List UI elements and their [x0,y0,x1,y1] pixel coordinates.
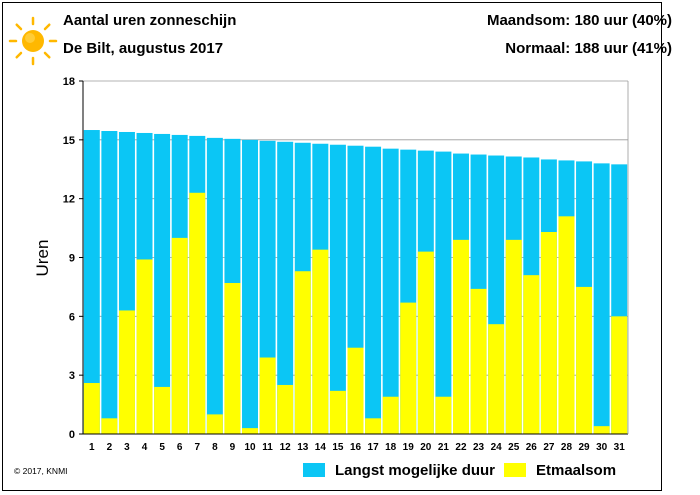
bar-daily-sum [259,357,276,434]
chart-title: Aantal uren zonneschijn [63,12,237,29]
x-tick-label: 19 [403,442,415,453]
bar-daily-sum [154,386,171,434]
bar-max-duration [83,130,100,434]
x-tick-label: 25 [508,442,520,453]
bar-max-duration [242,139,259,435]
normal-value: Normaal: 188 uur (41%) [505,40,672,57]
bar-daily-sum [523,275,540,434]
bar-daily-sum [470,288,487,434]
x-tick-label: 20 [420,442,432,453]
bar-daily-sum [400,302,417,434]
bar-daily-sum [540,232,557,434]
y-tick-label: 3 [69,370,75,382]
bar-daily-sum [277,384,294,434]
bar-daily-sum [312,249,329,434]
bar-daily-sum [206,414,223,434]
bar-max-duration [593,163,610,434]
x-tick-label: 9 [230,442,236,453]
bar-daily-sum [294,271,311,434]
x-tick-label: 13 [297,442,309,453]
bar-max-duration [435,151,452,434]
bar-daily-sum [101,418,118,434]
x-tick-label: 5 [159,442,165,453]
x-tick-label: 30 [596,442,608,453]
bar-max-duration [329,144,346,434]
legend-item-sum: Etmaalsom [504,462,616,479]
bar-daily-sum [488,324,505,434]
x-tick-label: 10 [244,442,256,453]
y-tick-label: 0 [69,429,75,441]
x-tick-label: 27 [543,442,555,453]
bar-daily-sum [242,428,259,434]
bar-daily-sum [171,237,188,434]
bar-daily-sum [576,286,593,434]
x-tick-label: 17 [368,442,380,453]
y-axis-label: Uren [33,240,52,277]
y-tick-label: 12 [63,194,75,206]
bar-daily-sum [224,282,241,434]
bar-max-duration [277,141,294,435]
x-tick-label: 24 [491,442,503,453]
y-tick-label: 15 [63,135,75,147]
bar-daily-sum [593,426,610,434]
x-tick-label: 22 [455,442,467,453]
legend-label-sum: Etmaalsom [536,462,617,479]
bar-daily-sum [417,251,434,434]
bar-max-duration [382,148,399,435]
copyright-text: © 2017, KNMI [14,466,68,476]
legend-swatch-max [303,463,325,477]
x-tick-label: 29 [578,442,590,453]
x-tick-label: 14 [315,442,327,453]
x-tick-label: 28 [561,442,573,453]
bar-daily-sum [347,347,364,434]
x-tick-label: 6 [177,442,183,453]
bar-daily-sum [189,192,206,434]
bar-max-duration [154,133,171,434]
x-tick-label: 12 [280,442,292,453]
month-total: Maandsom: 180 uur (40%) [486,12,672,29]
x-tick-label: 11 [262,442,273,453]
x-tick-label: 23 [473,442,485,453]
bar-daily-sum [329,390,346,434]
bar-daily-sum [365,418,382,434]
sun-icon [8,16,58,66]
bar-daily-sum [452,239,469,434]
bar-daily-sum [382,396,399,434]
bar-daily-sum [136,259,153,434]
bar-daily-sum [558,216,575,434]
x-tick-label: 16 [350,442,362,453]
x-tick-label: 21 [438,442,450,453]
y-tick-label: 6 [69,311,75,323]
legend-label-max: Langst mogelijke duur [335,462,496,479]
legend-swatch-sum [504,463,526,477]
x-tick-label: 3 [124,442,130,453]
x-tick-label: 7 [194,442,200,453]
bar-daily-sum [505,239,522,434]
legend-item-max: Langst mogelijke duur [303,462,495,479]
x-tick-label: 15 [332,442,344,453]
x-tick-label: 26 [526,442,538,453]
x-tick-label: 18 [385,442,397,453]
bar-max-duration [206,137,223,434]
bar-daily-sum [83,383,100,434]
y-tick-label: 18 [63,76,75,88]
x-tick-label: 8 [212,442,218,453]
bar-daily-sum [118,310,135,434]
x-tick-label: 4 [142,442,148,453]
bar-daily-sum [611,316,628,434]
y-tick-label: 9 [69,253,75,265]
bar-daily-sum [435,396,452,434]
x-tick-label: 31 [614,442,626,453]
chart-subtitle: De Bilt, augustus 2017 [63,40,224,57]
x-tick-label: 2 [107,442,113,453]
x-tick-label: 1 [89,442,95,453]
bar-max-duration [101,131,118,434]
bar-max-duration [365,146,382,435]
